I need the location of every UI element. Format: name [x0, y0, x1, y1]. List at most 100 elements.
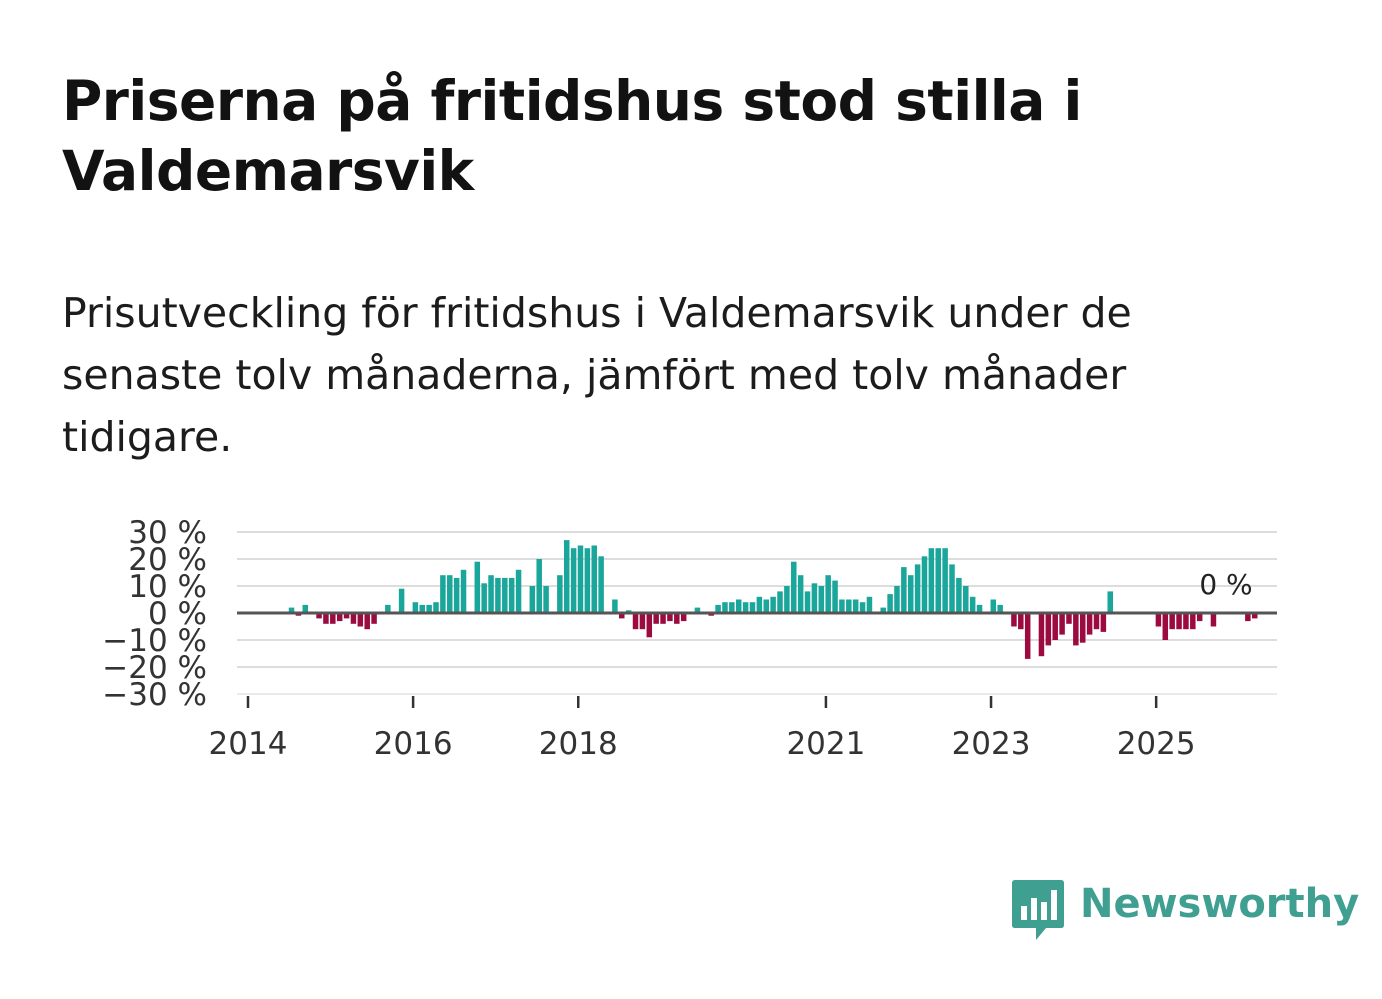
- y-tick-label: 0 %: [148, 596, 207, 632]
- bar: [1059, 613, 1065, 635]
- bar: [1024, 613, 1031, 659]
- bar: [639, 613, 646, 630]
- y-tick-label: −20 %: [102, 650, 207, 686]
- bar: [460, 569, 467, 613]
- bar: [735, 599, 742, 613]
- bar: [1169, 613, 1175, 630]
- bar: [887, 594, 893, 613]
- x-tick-label: 2023: [952, 726, 1031, 762]
- bar: [323, 613, 329, 624]
- bar: [1018, 613, 1024, 630]
- bar: [1196, 613, 1203, 622]
- bar: [288, 607, 295, 613]
- bar: [969, 596, 976, 613]
- bar: [914, 564, 921, 613]
- bar: [777, 591, 783, 613]
- bar: [990, 599, 997, 613]
- bar: [1045, 613, 1052, 646]
- bar: [742, 602, 749, 613]
- bar: [529, 586, 536, 613]
- bar: [330, 613, 336, 624]
- brand-name: Newsworthy: [1080, 881, 1360, 927]
- bar: [797, 575, 804, 613]
- bar: [1162, 613, 1169, 640]
- x-tick-label: 2021: [786, 726, 865, 762]
- bar: [577, 545, 584, 613]
- bar: [488, 575, 494, 613]
- bar: [1176, 613, 1182, 630]
- bar: [749, 602, 756, 613]
- bar: [557, 575, 563, 613]
- bar: [804, 591, 811, 613]
- bar: [1245, 613, 1251, 622]
- bar: [653, 613, 659, 624]
- bar: [1011, 613, 1017, 627]
- bar: [1251, 613, 1258, 619]
- bar: [866, 596, 873, 613]
- bar: [1107, 591, 1113, 613]
- bar: [433, 602, 439, 613]
- bar: [398, 588, 405, 613]
- bar: [350, 613, 357, 624]
- bar: [963, 586, 969, 613]
- bar: [453, 577, 460, 613]
- last-value-label: 0 %: [1199, 568, 1252, 601]
- bar: [839, 599, 845, 613]
- x-axis: 2014 2016 2018 2021 2023 2025: [209, 696, 1196, 762]
- bar: [907, 575, 914, 613]
- bar: [1073, 613, 1079, 646]
- bar: [770, 596, 776, 613]
- bar: [1038, 613, 1045, 657]
- bar: [536, 559, 542, 613]
- bar: [440, 575, 446, 613]
- bar: [385, 604, 391, 613]
- bar: [763, 599, 769, 613]
- bar: [694, 607, 701, 613]
- bar: [316, 613, 322, 619]
- bar: [1190, 613, 1196, 630]
- x-tick-label: 2025: [1117, 726, 1196, 762]
- bar: [811, 583, 818, 613]
- bar: [1093, 613, 1100, 630]
- y-tick-label: 10 %: [128, 569, 207, 605]
- bar: [508, 577, 515, 613]
- bar: [591, 545, 597, 613]
- bar: [598, 556, 604, 613]
- bar: [570, 548, 577, 613]
- bar: [722, 602, 728, 613]
- x-tick-label: 2014: [209, 726, 288, 762]
- bar: [846, 599, 852, 613]
- bar: [715, 604, 721, 613]
- grid-lines: [237, 531, 1277, 695]
- bars: [288, 540, 1258, 659]
- bar: [474, 561, 481, 613]
- bar: [859, 602, 866, 613]
- bar: [563, 540, 570, 613]
- bar: [1155, 613, 1162, 627]
- bar: [976, 604, 983, 613]
- bar: [928, 548, 935, 613]
- bar: [1086, 613, 1093, 635]
- bar: [426, 604, 432, 613]
- y-tick-label: 30 %: [128, 515, 207, 551]
- bar: [784, 586, 790, 613]
- y-tick-label: −30 %: [102, 677, 207, 713]
- bar: [357, 613, 364, 627]
- bar: [447, 575, 453, 613]
- bar: [852, 599, 859, 613]
- bar: [481, 583, 487, 613]
- bar: [502, 577, 508, 613]
- chart-title: Priserna på fritidshus stod stilla i Val…: [62, 69, 1082, 203]
- bar: [619, 613, 625, 619]
- bar: [901, 567, 907, 613]
- bar: [1210, 613, 1217, 627]
- bar: [419, 604, 425, 613]
- x-tick-label: 2016: [374, 726, 453, 762]
- bar: [646, 613, 653, 638]
- bar: [412, 602, 419, 613]
- bar: [515, 569, 522, 613]
- bar: [302, 604, 309, 613]
- bar: [791, 561, 797, 613]
- bar: [674, 613, 680, 624]
- bar: [660, 613, 666, 624]
